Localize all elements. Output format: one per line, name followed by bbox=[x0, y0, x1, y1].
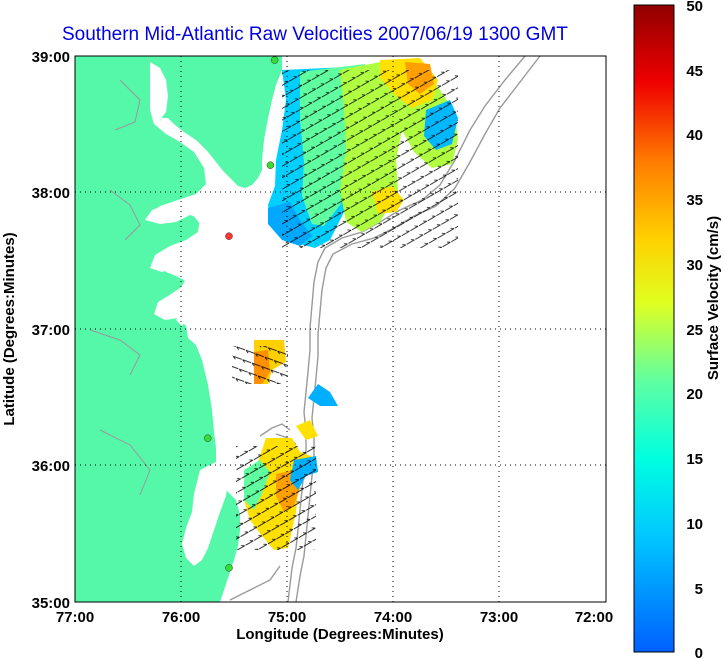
x-tick-label: 72:00 bbox=[575, 609, 613, 626]
station-markers bbox=[204, 56, 279, 572]
colorbar-tick-label: 35 bbox=[686, 192, 703, 209]
grid-lines bbox=[75, 56, 606, 602]
y-tick-label: 39:00 bbox=[32, 49, 70, 66]
station-marker bbox=[270, 56, 279, 64]
x-tick-label: 73:00 bbox=[480, 609, 518, 626]
x-tick-label: 74:00 bbox=[374, 609, 412, 626]
colorbar bbox=[633, 4, 675, 653]
y-axis-label: Latitude (Degrees:Minutes) bbox=[1, 232, 18, 425]
station-marker bbox=[266, 161, 275, 169]
colorbar-tick-label: 20 bbox=[686, 386, 703, 403]
x-tick-labels: 77:00 76:00 75:00 74:00 73:00 72:00 bbox=[56, 609, 613, 626]
y-tick-labels: 39:00 38:00 37:00 36:00 35:00 bbox=[32, 49, 70, 612]
colorbar-tick-label: 5 bbox=[695, 581, 703, 598]
colorbar-label: Surface Velocity (cm/s) bbox=[705, 216, 722, 380]
colorbar-tick-label: 10 bbox=[686, 516, 703, 533]
x-axis-label: Longitude (Degrees:Minutes) bbox=[236, 626, 444, 643]
x-tick-label: 77:00 bbox=[56, 609, 94, 626]
colorbar-tick-label: 25 bbox=[686, 322, 703, 339]
station-marker bbox=[225, 232, 233, 240]
land-mass bbox=[75, 56, 282, 602]
velocity-field-south bbox=[236, 438, 318, 550]
colorbar-tick-labels: 50 45 40 35 30 25 20 15 10 5 0 bbox=[686, 0, 703, 659]
x-tick-label: 75:00 bbox=[268, 609, 306, 626]
sound-water bbox=[182, 462, 228, 566]
colorbar-tick-label: 50 bbox=[686, 0, 703, 15]
colorbar-tick-label: 45 bbox=[686, 63, 703, 80]
y-tick-label: 38:00 bbox=[32, 185, 70, 202]
station-marker bbox=[225, 564, 233, 572]
colorbar-tick-label: 15 bbox=[686, 451, 703, 468]
y-tick-label: 37:00 bbox=[32, 322, 70, 339]
y-tick-label: 35:00 bbox=[32, 595, 70, 612]
colorbar-tick-label: 40 bbox=[686, 127, 703, 144]
velocity-field-middle bbox=[232, 340, 338, 440]
y-tick-label: 36:00 bbox=[32, 458, 70, 475]
colorbar-tick-label: 0 bbox=[695, 645, 703, 659]
colorbar-tick-label: 30 bbox=[686, 257, 703, 274]
bay-water bbox=[150, 62, 238, 326]
velocity-field-north bbox=[268, 58, 458, 248]
chart-title: Southern Mid-Atlantic Raw Velocities 200… bbox=[62, 24, 568, 45]
x-tick-label: 76:00 bbox=[162, 609, 200, 626]
station-marker bbox=[204, 434, 212, 442]
plot-border bbox=[74, 55, 607, 603]
coastline-details bbox=[89, 79, 151, 496]
